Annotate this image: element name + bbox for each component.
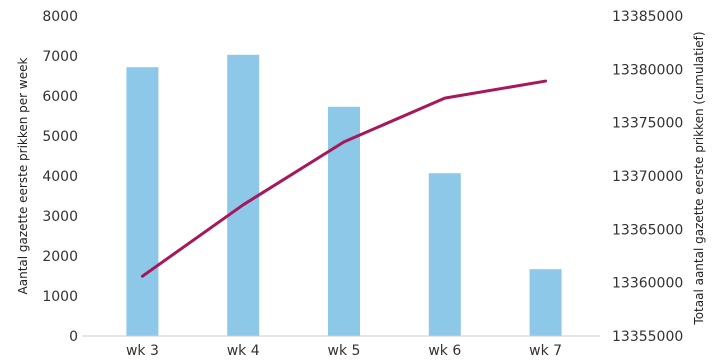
bar-wk-5	[328, 106, 360, 336]
left-tick-label: 0	[69, 329, 78, 345]
x-tick-label: wk 5	[328, 343, 361, 359]
x-axis-ticks: wk 3 wk 4 wk 5 wk 6 wk 7	[126, 343, 562, 359]
right-tick-label: 13385000	[612, 9, 683, 25]
right-tick-label: 13365000	[612, 222, 683, 238]
right-tick-label: 13355000	[612, 329, 683, 345]
left-tick-label: 4000	[42, 169, 78, 185]
left-tick-label: 6000	[42, 89, 78, 105]
left-axis-ticks: 0 1000 2000 3000 4000 5000 6000 7000 8000	[42, 9, 78, 345]
bar-wk-7	[529, 269, 562, 336]
right-axis-ticks: 13355000 13360000 13365000 13370000 13375000…	[612, 9, 683, 345]
x-tick-label: wk 7	[529, 343, 562, 359]
bar-wk-6	[428, 173, 461, 336]
left-tick-label: 1000	[42, 289, 78, 305]
left-tick-label: 7000	[42, 49, 78, 65]
x-tick-label: wk 6	[428, 343, 461, 359]
left-tick-label: 2000	[42, 249, 78, 265]
left-tick-label: 5000	[42, 129, 78, 145]
right-tick-label: 13370000	[612, 169, 683, 185]
left-tick-label: 3000	[42, 209, 78, 225]
x-tick-label: wk 3	[126, 343, 159, 359]
left-axis-title: Aantal gazette eerste prikken per week	[16, 57, 30, 294]
right-tick-label: 13380000	[612, 62, 683, 78]
line-series	[140, 79, 548, 278]
x-tick-label: wk 4	[227, 343, 260, 359]
left-tick-label: 8000	[42, 9, 78, 25]
bar-series	[126, 54, 562, 337]
right-tick-label: 13360000	[612, 276, 683, 292]
bar-wk-4	[227, 54, 260, 337]
right-tick-label: 13375000	[612, 116, 683, 132]
right-axis-title: Totaal aantal gazette eerste prikken (cu…	[692, 31, 706, 325]
bar-wk-3	[126, 67, 159, 336]
